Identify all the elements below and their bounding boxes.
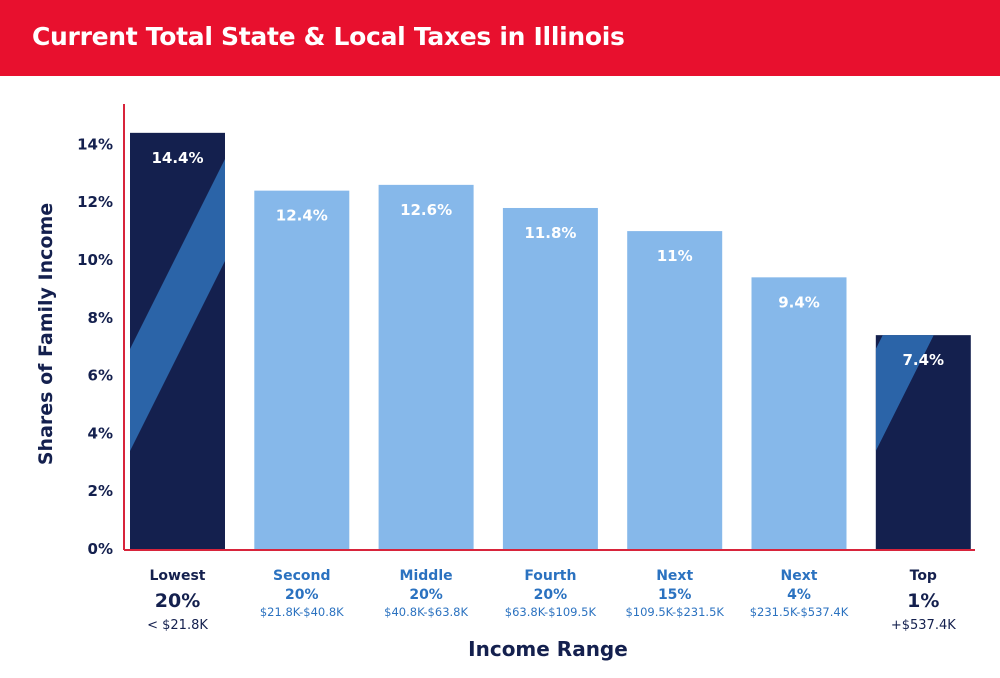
bar-value-label: 11.8% — [524, 224, 576, 242]
bar-value-label: 14.4% — [151, 149, 203, 167]
value-labels: 14.4% 12.4% 12.6% 11.8% 11% 9.4% 7.4% — [151, 149, 944, 369]
y-tick-label: 2% — [88, 482, 113, 500]
category-label-line3: $63.8K-$109.5K — [505, 605, 597, 619]
x-axis-title: Income Range — [468, 637, 628, 661]
y-axis-title: Shares of Family Income — [35, 203, 57, 465]
category-label-line2: 20% — [409, 587, 443, 603]
category-label-line1: Middle — [400, 568, 453, 584]
y-tick-label: 8% — [88, 309, 113, 327]
y-tick-label: 14% — [77, 135, 113, 153]
bar — [627, 231, 723, 549]
category-labels: Lowest 20% < $21.8K Second 20% $21.8K-$40.8K M… — [147, 568, 956, 633]
category-label-line3: $109.5K-$231.5K — [625, 605, 724, 619]
bar-value-label: 7.4% — [902, 351, 944, 369]
bar — [502, 207, 598, 550]
category-label-line3: < $21.8K — [147, 618, 208, 633]
category-label-line3: $40.8K-$63.8K — [384, 605, 468, 619]
y-tick-label: 12% — [77, 193, 113, 211]
category-label-line2: 20% — [285, 587, 319, 603]
bar — [254, 190, 350, 549]
y-tick-label: 10% — [77, 251, 113, 269]
bar-stripe — [130, 159, 225, 451]
bar-chart: 0% 2% 4% 6% 8% 10% 12% 14% 14.4% 12.4% 12.6% 11.8%… — [35, 104, 975, 661]
category-label-line1: Top — [910, 568, 937, 584]
bar — [378, 184, 474, 550]
bar-value-label: 11% — [657, 247, 693, 265]
category-label-line1: Next — [656, 568, 693, 584]
category-label-line2: 20% — [155, 590, 200, 612]
category-label-line3: $231.5K-$537.4K — [750, 605, 849, 619]
bar-value-label: 12.4% — [276, 207, 328, 225]
bars — [130, 132, 971, 550]
y-tick-labels: 0% 2% 4% 6% 8% 10% 12% 14% — [77, 135, 113, 558]
bar-stripe — [875, 335, 934, 451]
category-label-line1: Fourth — [524, 568, 576, 584]
category-label-line3: $21.8K-$40.8K — [260, 605, 344, 619]
chart-title: Current Total State & Local Taxes in Ill… — [32, 22, 625, 51]
y-tick-label: 0% — [88, 540, 113, 558]
axes — [123, 104, 975, 551]
category-label-line2: 20% — [534, 587, 568, 603]
category-label-line2: 15% — [658, 587, 692, 603]
category-label-line1: Second — [273, 568, 330, 584]
bar-value-label: 12.6% — [400, 201, 452, 219]
y-tick-label: 4% — [88, 424, 113, 442]
category-label-line3: +$537.4K — [891, 618, 956, 633]
category-label-line2: 1% — [907, 590, 939, 612]
title-bar: Current Total State & Local Taxes in Ill… — [0, 0, 1000, 76]
category-label-line2: 4% — [787, 587, 811, 603]
bar-value-label: 9.4% — [778, 293, 820, 311]
y-tick-label: 6% — [88, 367, 113, 385]
category-label-line1: Next — [781, 568, 818, 584]
bar — [751, 277, 847, 549]
category-label-line1: Lowest — [150, 568, 206, 584]
